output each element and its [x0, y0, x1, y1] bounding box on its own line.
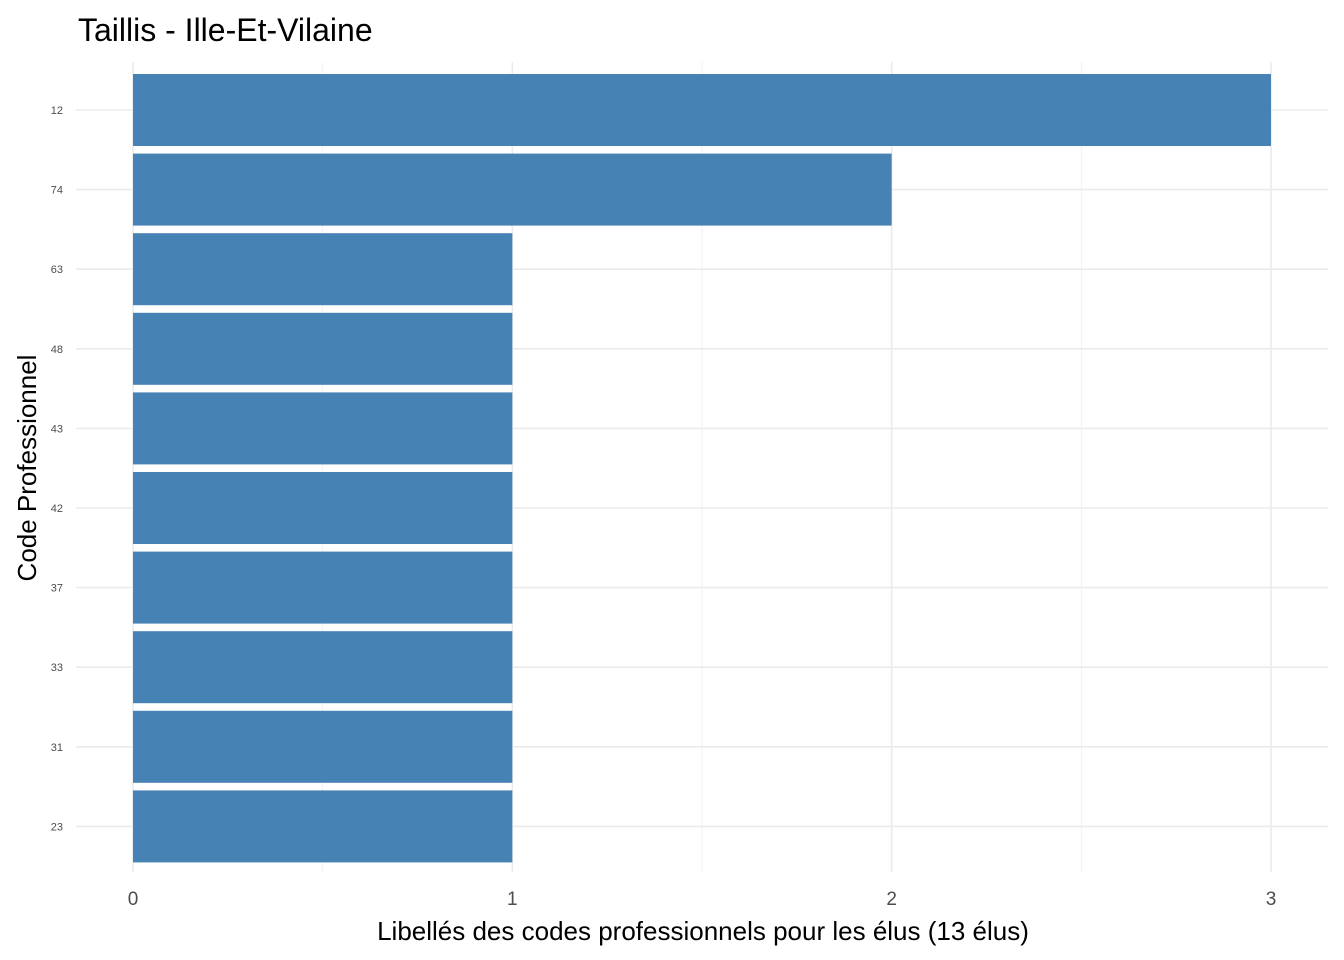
chart-title: Taillis - Ille-Et-Vilaine	[78, 12, 373, 48]
y-tick-label: 33	[51, 662, 63, 674]
bar-43	[133, 392, 513, 465]
x-tick-label: 1	[507, 889, 518, 910]
y-tick-label: 74	[51, 185, 63, 197]
bar-12	[133, 74, 1271, 146]
y-tick-label: 37	[51, 583, 63, 595]
y-tick-label: 48	[51, 344, 63, 356]
bar-33	[133, 631, 513, 704]
y-tick-label: 63	[51, 264, 63, 276]
x-tick-label: 2	[886, 889, 897, 910]
bar-31	[133, 710, 513, 783]
bar-23	[133, 790, 513, 863]
bar-74	[133, 153, 892, 226]
y-tick-label: 42	[51, 503, 63, 515]
x-tick-label: 3	[1266, 889, 1277, 910]
y-tick-labels: 12 74 63 48 43 42 37 33 31 23	[51, 105, 63, 833]
bars-group	[133, 74, 1271, 863]
x-tick-labels: 0 1 2 3	[128, 889, 1277, 910]
y-tick-label: 43	[51, 423, 63, 435]
y-tick-label: 23	[51, 821, 63, 833]
y-tick-label: 12	[51, 105, 63, 117]
y-tick-label: 31	[51, 742, 63, 754]
bar-42	[133, 472, 513, 544]
x-tick-label: 0	[128, 889, 139, 910]
y-axis-title: Code Professionnel	[12, 355, 42, 582]
bar-48	[133, 312, 513, 385]
bar-63	[133, 233, 513, 306]
bar-37	[133, 551, 513, 624]
x-axis-title: Libellés des codes professionnels pour l…	[377, 916, 1029, 946]
